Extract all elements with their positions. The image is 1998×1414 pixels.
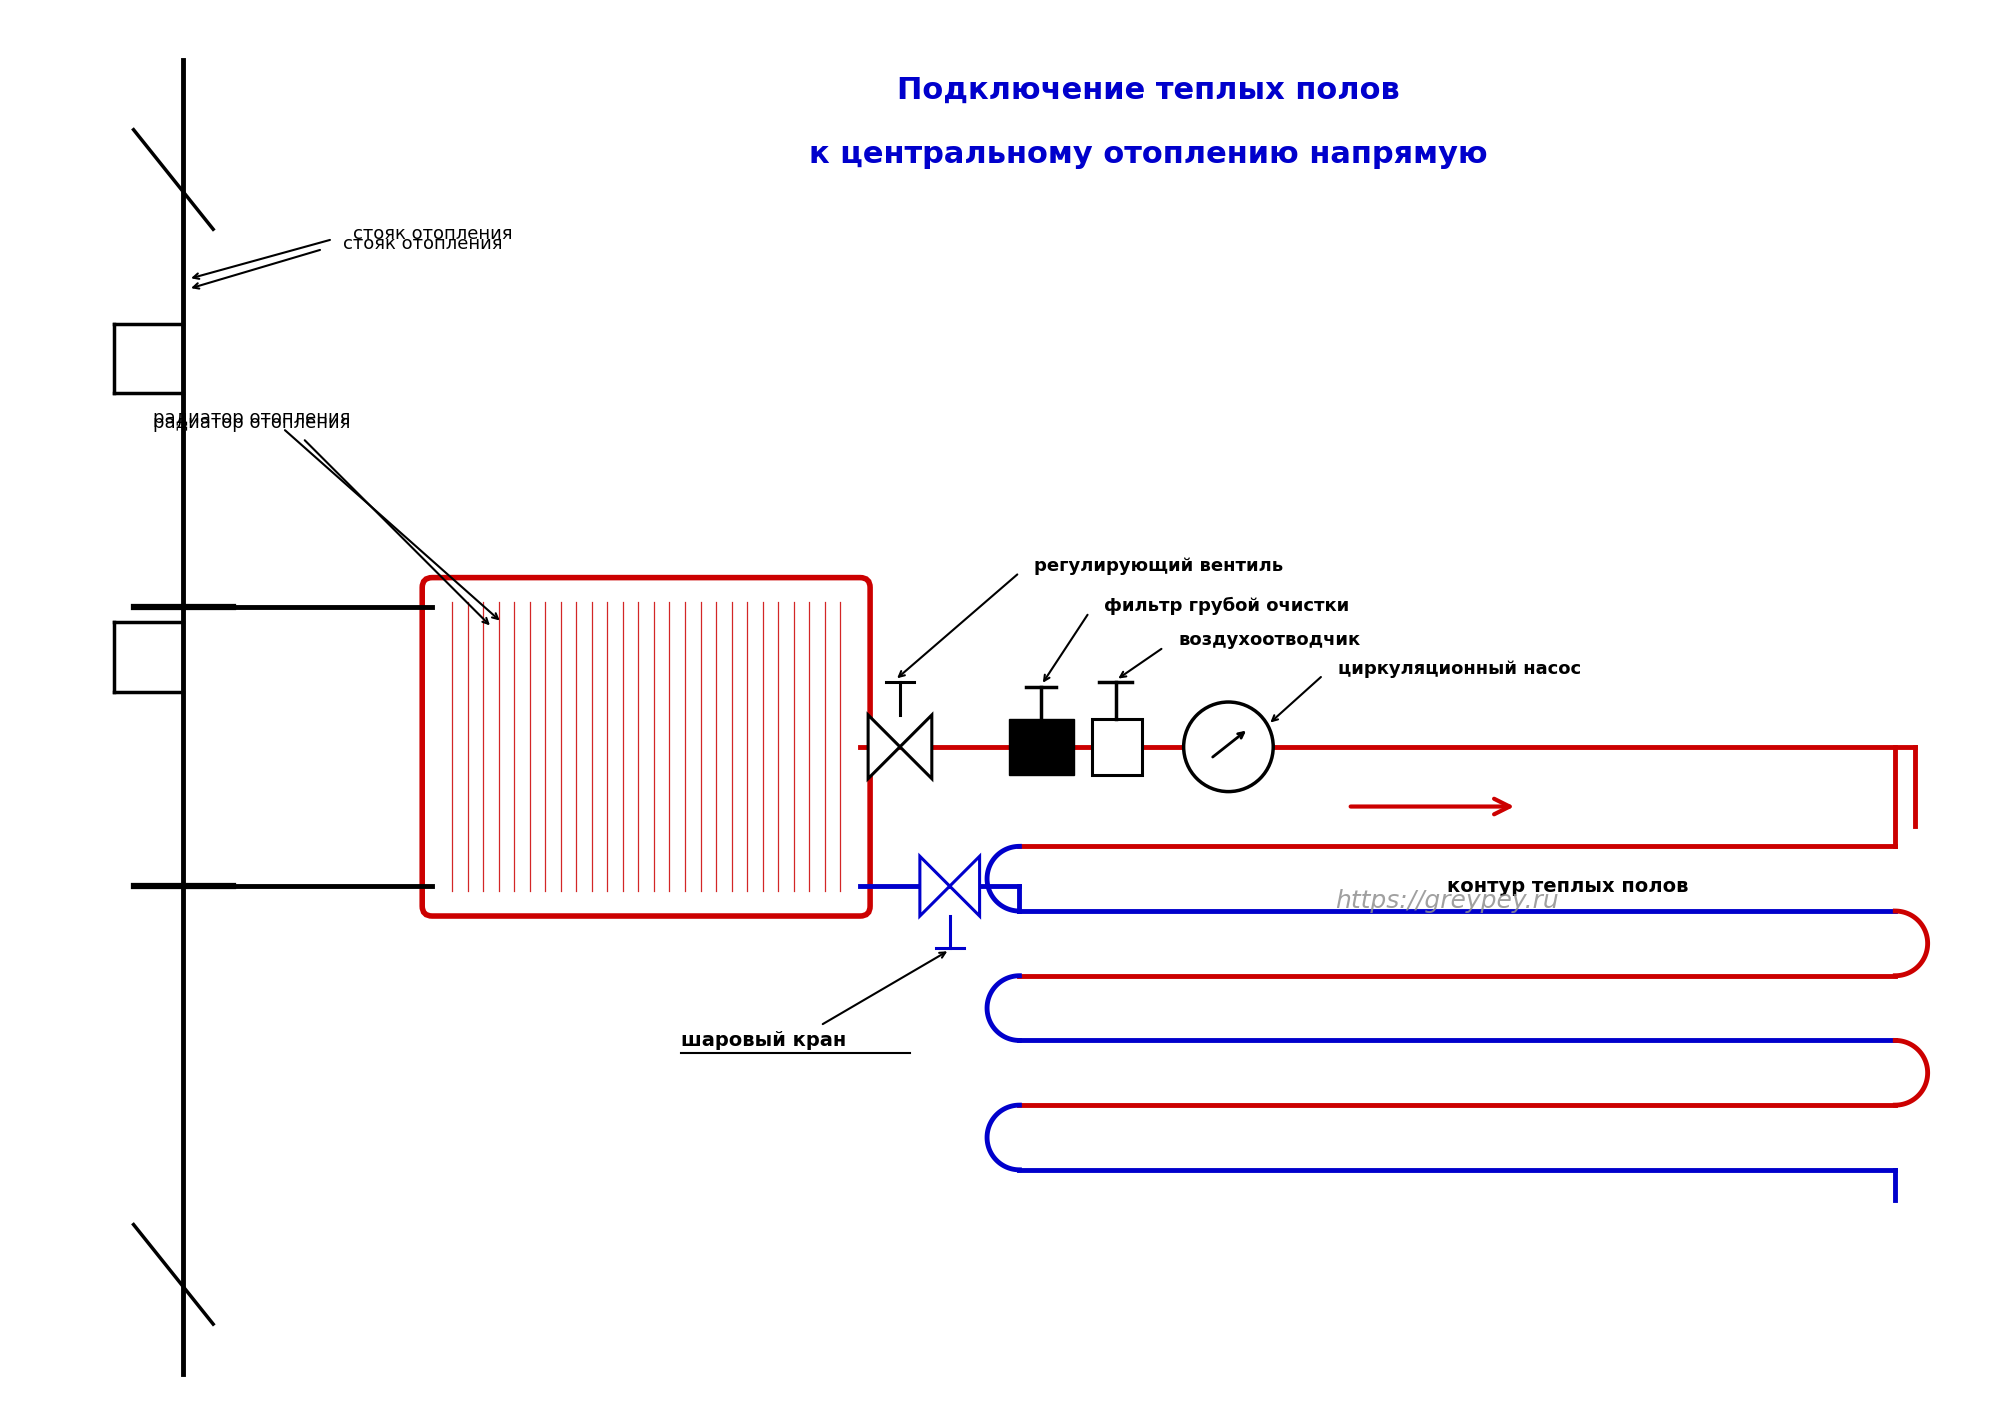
Polygon shape	[949, 857, 979, 916]
Text: шаровый кран: шаровый кран	[681, 1031, 845, 1051]
Polygon shape	[899, 715, 931, 779]
Bar	[1009, 718, 1073, 775]
Text: https://greypey.ru: https://greypey.ru	[1335, 889, 1558, 913]
Text: регулирующий вентиль: регулирующий вентиль	[1033, 557, 1283, 574]
Text: радиатор отопления: радиатор отопления	[154, 410, 352, 427]
FancyBboxPatch shape	[422, 577, 869, 916]
Text: фильтр грубой очистки: фильтр грубой очистки	[1103, 597, 1349, 615]
Text: контур теплых полов: контур теплых полов	[1447, 877, 1688, 895]
Text: циркуляционный насос: циркуляционный насос	[1337, 660, 1580, 679]
Polygon shape	[867, 715, 899, 779]
Polygon shape	[919, 857, 949, 916]
Text: к центральному отоплению напрямую: к центральному отоплению напрямую	[809, 140, 1487, 170]
Circle shape	[1183, 701, 1273, 792]
Text: стояк отопления: стояк отопления	[352, 225, 511, 243]
Text: стояк отопления: стояк отопления	[342, 235, 501, 253]
Text: воздухоотводчик: воздухоотводчик	[1179, 631, 1361, 649]
Text: Подключение теплых полов: Подключение теплых полов	[897, 75, 1399, 105]
Bar	[1091, 718, 1141, 775]
Text: радиатор отопления: радиатор отопления	[154, 414, 352, 433]
